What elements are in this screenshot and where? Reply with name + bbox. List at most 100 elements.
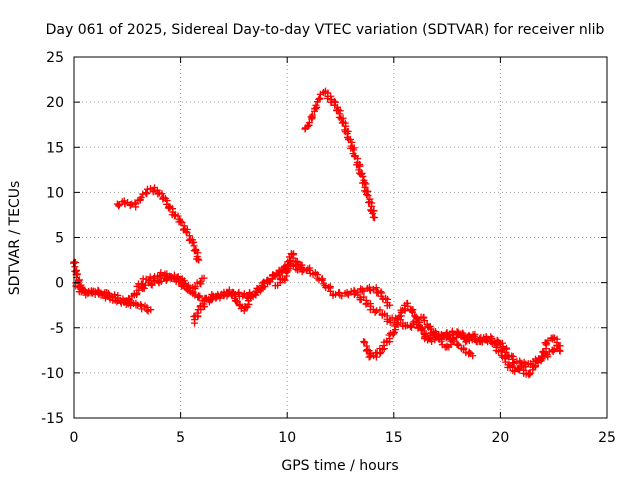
data-point xyxy=(80,288,88,296)
series-arc-5 xyxy=(190,257,306,327)
data-point xyxy=(285,264,293,272)
data-point xyxy=(195,256,203,264)
x-tick-label: 5 xyxy=(176,430,185,446)
data-point xyxy=(383,317,391,325)
x-tick-label: 25 xyxy=(598,430,616,446)
data-point xyxy=(157,269,165,277)
data-point xyxy=(403,321,411,329)
data-point xyxy=(143,185,151,193)
data-point xyxy=(134,301,142,309)
data-point xyxy=(343,290,351,298)
data-point xyxy=(193,309,201,317)
series-arc-7 xyxy=(301,87,379,222)
data-point xyxy=(182,228,190,236)
data-point xyxy=(120,298,128,306)
data-point xyxy=(97,291,105,299)
data-point xyxy=(367,206,375,214)
data-point xyxy=(145,277,153,285)
data-point xyxy=(362,180,370,188)
y-tick-label: -15 xyxy=(41,411,64,427)
data-point xyxy=(315,95,323,103)
data-point xyxy=(536,356,544,364)
chart-title: Day 061 of 2025, Sidereal Day-to-day VTE… xyxy=(46,22,605,38)
y-tick-label: 15 xyxy=(46,140,64,156)
y-tick-label: 10 xyxy=(46,185,64,201)
data-point xyxy=(242,304,250,312)
data-point xyxy=(385,331,393,339)
data-point xyxy=(281,276,289,284)
y-tick-label: -5 xyxy=(50,321,64,337)
data-point xyxy=(391,326,399,334)
series-arc-11 xyxy=(492,334,564,379)
data-point xyxy=(364,191,372,199)
data-point xyxy=(287,258,295,266)
data-point xyxy=(147,306,155,314)
tick-labels: 0 5 10 15 20 25 -15 -10 -5 0 5 10 15 20 25 xyxy=(41,50,616,446)
data-point xyxy=(356,162,364,170)
data-point xyxy=(414,315,422,323)
data-point xyxy=(494,338,502,346)
data-point xyxy=(191,283,199,291)
x-tick-label: 0 xyxy=(70,430,79,446)
data-point xyxy=(126,202,134,210)
data-point xyxy=(421,317,429,325)
data-point xyxy=(431,330,439,338)
data-point xyxy=(305,119,313,127)
data-point xyxy=(409,308,417,316)
data-point xyxy=(409,319,417,327)
x-axis-label: GPS time / hours xyxy=(281,458,398,474)
x-tick-label: 15 xyxy=(385,430,403,446)
data-point xyxy=(111,291,119,299)
data-point xyxy=(94,286,102,294)
data-point xyxy=(137,193,145,201)
data-point xyxy=(331,98,339,106)
data-point xyxy=(194,255,202,263)
data-point xyxy=(73,270,81,278)
data-point xyxy=(138,280,146,288)
data-point xyxy=(158,190,166,198)
data-point xyxy=(414,318,422,326)
data-point xyxy=(359,172,367,180)
data-point xyxy=(149,188,157,196)
data-point xyxy=(200,274,208,282)
series-arc-10 xyxy=(417,313,502,351)
data-point xyxy=(312,101,320,109)
y-tick-label: -10 xyxy=(41,366,64,382)
data-point xyxy=(197,278,205,286)
y-axis-label: SDTVAR / TECUs xyxy=(7,181,23,296)
data-point xyxy=(469,352,477,360)
data-point xyxy=(208,290,216,298)
data-point xyxy=(142,190,150,198)
data-point xyxy=(106,294,114,302)
data-point xyxy=(454,340,462,348)
data-point xyxy=(437,337,445,345)
y-tick-label: 20 xyxy=(46,95,64,111)
data-point xyxy=(174,212,182,220)
data-point xyxy=(344,291,352,299)
data-point xyxy=(318,276,326,284)
data-point xyxy=(140,284,148,292)
data-point xyxy=(460,344,468,352)
grid-lines xyxy=(74,57,607,418)
x-tick-label: 10 xyxy=(278,430,296,446)
y-tick-label: 25 xyxy=(46,50,64,66)
y-tick-label: 5 xyxy=(55,231,64,247)
y-tick-label: 0 xyxy=(55,276,64,292)
data-point xyxy=(264,276,272,284)
data-point xyxy=(148,281,156,289)
axis-ticks xyxy=(73,56,608,419)
data-point xyxy=(556,342,564,350)
data-point xyxy=(358,169,366,177)
data-point xyxy=(104,292,112,300)
data-point xyxy=(363,191,371,199)
data-point xyxy=(390,330,398,338)
data-point xyxy=(308,111,316,119)
data-point xyxy=(373,307,381,315)
data-point xyxy=(418,326,426,334)
series-arc-3 xyxy=(113,184,203,264)
data-point xyxy=(236,302,244,310)
data-point xyxy=(525,371,533,379)
x-tick-label: 20 xyxy=(491,430,509,446)
